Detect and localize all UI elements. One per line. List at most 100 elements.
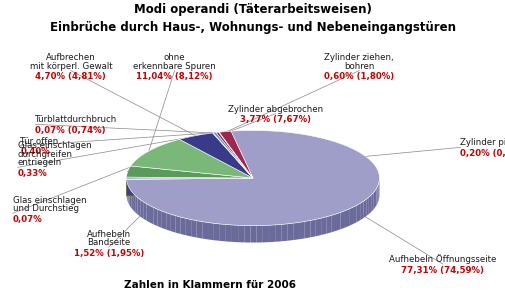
Polygon shape xyxy=(213,133,252,178)
Text: 11,04% (8,12%): 11,04% (8,12%) xyxy=(136,72,213,81)
Text: Zylinder ziehen,: Zylinder ziehen, xyxy=(324,53,393,62)
Polygon shape xyxy=(158,209,162,228)
Polygon shape xyxy=(179,133,252,178)
Text: und Durchstieg: und Durchstieg xyxy=(13,204,78,213)
Polygon shape xyxy=(315,218,321,236)
Text: Zahlen in Klammern für 2006: Zahlen in Klammern für 2006 xyxy=(124,280,295,290)
Polygon shape xyxy=(352,205,356,224)
Polygon shape xyxy=(374,188,376,208)
Polygon shape xyxy=(363,199,366,218)
Polygon shape xyxy=(126,178,252,196)
Polygon shape xyxy=(287,223,292,241)
Text: erkennbare Spuren: erkennbare Spuren xyxy=(133,62,216,71)
Polygon shape xyxy=(143,202,146,221)
Polygon shape xyxy=(126,178,252,180)
Polygon shape xyxy=(154,208,158,226)
Polygon shape xyxy=(256,226,263,243)
Text: Aufhebeln Öffnungsseite: Aufhebeln Öffnungsseite xyxy=(388,254,495,264)
Polygon shape xyxy=(321,217,326,235)
Polygon shape xyxy=(208,223,214,240)
Polygon shape xyxy=(263,225,269,243)
Text: 0,33%: 0,33% xyxy=(18,169,47,178)
Polygon shape xyxy=(356,203,360,222)
Text: 0,07% (0,74%): 0,07% (0,74%) xyxy=(35,126,106,135)
Polygon shape xyxy=(149,206,154,224)
Text: Aufbrechen: Aufbrechen xyxy=(46,53,95,62)
Text: Türblattdurchbruch: Türblattdurchbruch xyxy=(35,115,118,124)
Polygon shape xyxy=(348,207,352,226)
Polygon shape xyxy=(135,196,137,215)
Polygon shape xyxy=(130,139,252,178)
Text: durchgreifen: durchgreifen xyxy=(18,150,73,159)
Text: 0,40%: 0,40% xyxy=(20,147,50,156)
Text: Tür offen: Tür offen xyxy=(20,137,59,146)
Polygon shape xyxy=(275,224,281,242)
Polygon shape xyxy=(225,224,231,242)
Polygon shape xyxy=(310,220,315,237)
Text: Glas einschlagen: Glas einschlagen xyxy=(13,196,86,205)
Polygon shape xyxy=(269,225,275,242)
Polygon shape xyxy=(373,191,374,210)
Polygon shape xyxy=(128,186,129,206)
Text: 0,60% (1,80%): 0,60% (1,80%) xyxy=(324,72,393,81)
Polygon shape xyxy=(368,195,371,214)
Polygon shape xyxy=(127,184,128,203)
Polygon shape xyxy=(140,200,143,219)
Polygon shape xyxy=(171,214,175,233)
Polygon shape xyxy=(219,224,225,241)
Polygon shape xyxy=(238,225,244,243)
Polygon shape xyxy=(126,177,252,179)
Text: Modi operandi (Täterarbeitsweisen): Modi operandi (Täterarbeitsweisen) xyxy=(134,3,371,16)
Text: bohren: bohren xyxy=(343,62,374,71)
Polygon shape xyxy=(231,225,238,242)
Polygon shape xyxy=(304,220,310,238)
Polygon shape xyxy=(331,214,335,232)
Polygon shape xyxy=(344,209,348,227)
Polygon shape xyxy=(175,216,180,234)
Polygon shape xyxy=(360,201,363,220)
Polygon shape xyxy=(126,178,252,196)
Polygon shape xyxy=(219,131,252,178)
Text: 3,77% (7,67%): 3,77% (7,67%) xyxy=(240,115,311,124)
Polygon shape xyxy=(298,221,304,239)
Polygon shape xyxy=(376,186,377,205)
Polygon shape xyxy=(180,217,185,235)
Polygon shape xyxy=(129,189,131,208)
Polygon shape xyxy=(335,212,340,231)
Polygon shape xyxy=(126,130,379,226)
Text: Einbrüche durch Haus-, Wohnungs- und Nebeneingangstüren: Einbrüche durch Haus-, Wohnungs- und Neb… xyxy=(50,21,455,34)
Text: Zylinder picken, schlagen: Zylinder picken, schlagen xyxy=(460,138,505,147)
Polygon shape xyxy=(126,166,252,178)
Text: mit körperl. Gewalt: mit körperl. Gewalt xyxy=(29,62,112,71)
Text: 0,20% (0,00%): 0,20% (0,00%) xyxy=(460,149,505,158)
Polygon shape xyxy=(133,193,135,212)
Polygon shape xyxy=(377,184,378,203)
Polygon shape xyxy=(250,226,256,243)
Polygon shape xyxy=(202,222,208,239)
Text: 77,31% (74,59%): 77,31% (74,59%) xyxy=(400,266,483,274)
Text: Zylinder abgebrochen: Zylinder abgebrochen xyxy=(228,105,323,114)
Polygon shape xyxy=(137,198,140,216)
Polygon shape xyxy=(371,193,373,212)
Text: Glas einschlagen: Glas einschlagen xyxy=(18,141,91,150)
Text: entriegeln: entriegeln xyxy=(18,158,62,167)
Polygon shape xyxy=(191,220,196,238)
Polygon shape xyxy=(162,211,166,230)
Polygon shape xyxy=(216,132,252,178)
Text: 0,07%: 0,07% xyxy=(13,215,42,224)
Text: Bandseite: Bandseite xyxy=(87,238,130,247)
Polygon shape xyxy=(292,222,298,240)
Text: 1,52% (1,95%): 1,52% (1,95%) xyxy=(74,249,143,258)
Polygon shape xyxy=(131,191,133,210)
Polygon shape xyxy=(212,133,252,178)
Text: Aufhebeln: Aufhebeln xyxy=(86,230,131,239)
Polygon shape xyxy=(366,197,368,216)
Polygon shape xyxy=(196,221,202,239)
Polygon shape xyxy=(126,178,252,196)
Polygon shape xyxy=(126,178,252,196)
Polygon shape xyxy=(185,218,191,236)
Text: 4,70% (4,81%): 4,70% (4,81%) xyxy=(35,72,106,81)
Polygon shape xyxy=(146,204,149,223)
Polygon shape xyxy=(340,211,344,229)
Polygon shape xyxy=(281,224,287,241)
